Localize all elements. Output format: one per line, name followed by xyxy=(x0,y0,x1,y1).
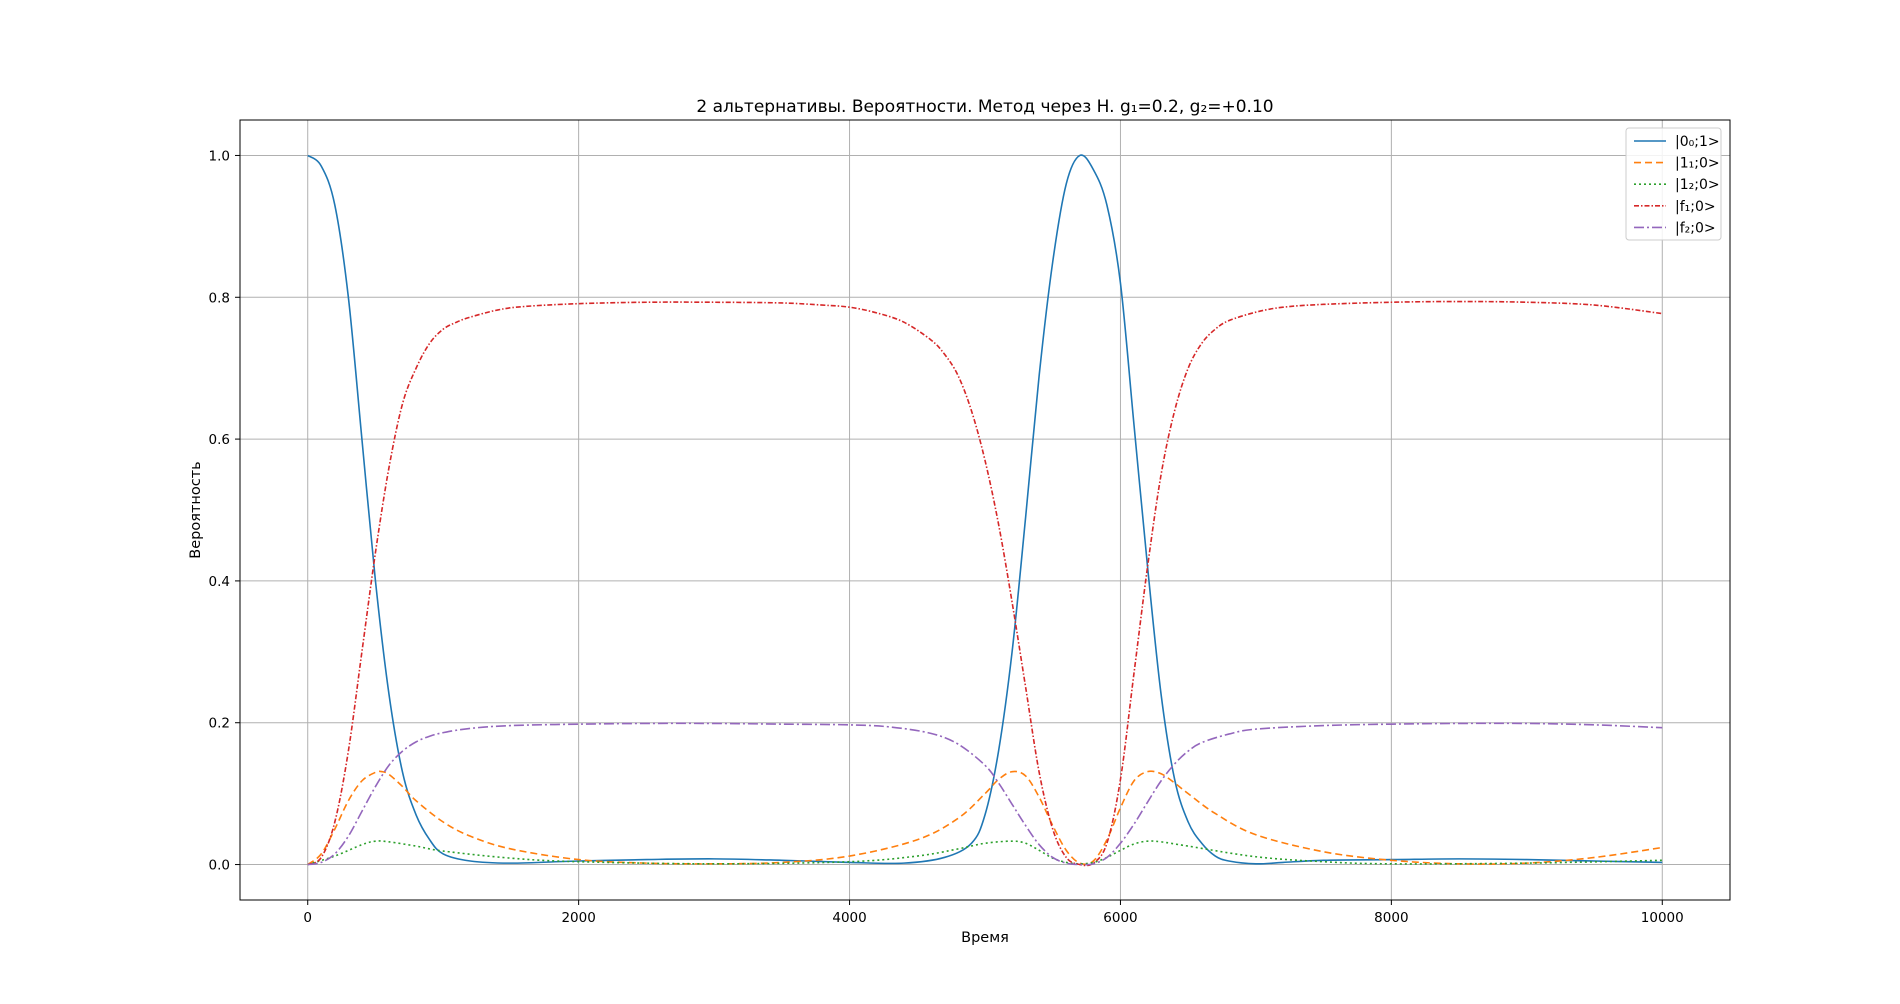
legend-label-1: |0₀;1> xyxy=(1675,134,1720,150)
y-tick-label: 1.0 xyxy=(209,148,230,164)
legend: |0₀;1> |1₁;0> |1₂;0> |f₁;0> |f₂;0> xyxy=(1626,128,1721,240)
y-tick-label: 0.4 xyxy=(209,574,230,590)
chart-title: 2 альтернативы. Вероятности. Метод через… xyxy=(696,97,1273,117)
x-tick-label: 4000 xyxy=(832,910,866,926)
y-tick-label: 0.0 xyxy=(209,858,230,874)
x-axis-label: Время xyxy=(961,930,1009,946)
x-tick-label: 6000 xyxy=(1103,910,1137,926)
legend-label-5: |f₂;0> xyxy=(1675,220,1716,236)
y-tick-label: 0.2 xyxy=(209,716,230,732)
x-tick-label: 2000 xyxy=(561,910,595,926)
legend-label-4: |f₁;0> xyxy=(1675,199,1716,215)
x-tick-label: 0 xyxy=(303,910,312,926)
y-axis-label: Вероятность xyxy=(188,461,204,558)
legend-label-2: |1₁;0> xyxy=(1675,156,1720,172)
legend-label-3: |1₂;0> xyxy=(1675,177,1720,193)
x-tick-label: 8000 xyxy=(1374,910,1408,926)
x-tick-label: 10000 xyxy=(1641,910,1684,926)
y-tick-label: 0.6 xyxy=(209,432,230,448)
y-tick-label: 0.8 xyxy=(209,290,230,306)
